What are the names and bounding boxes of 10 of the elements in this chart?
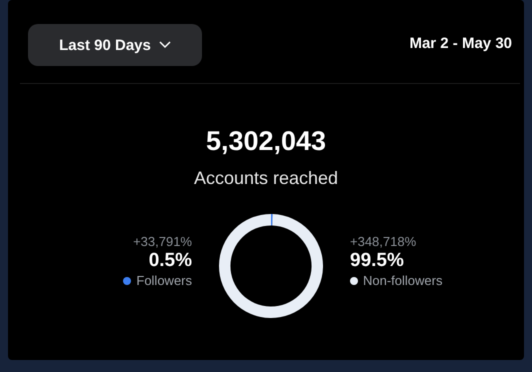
legend-label: Followers	[136, 273, 192, 288]
data-label: 99.5%	[350, 250, 405, 272]
chart-title: 5,302,043	[204, 126, 328, 157]
chart-subtitle: Accounts reached	[192, 168, 340, 189]
text: +33,791%	[132, 234, 192, 249]
text: +348,718%	[350, 234, 418, 249]
text: Last 90 Days	[59, 36, 151, 54]
legend-label: Non-followers	[363, 273, 442, 288]
text: Mar 2 - May 30	[409, 35, 512, 52]
data-label: 0.5%	[148, 250, 192, 272]
